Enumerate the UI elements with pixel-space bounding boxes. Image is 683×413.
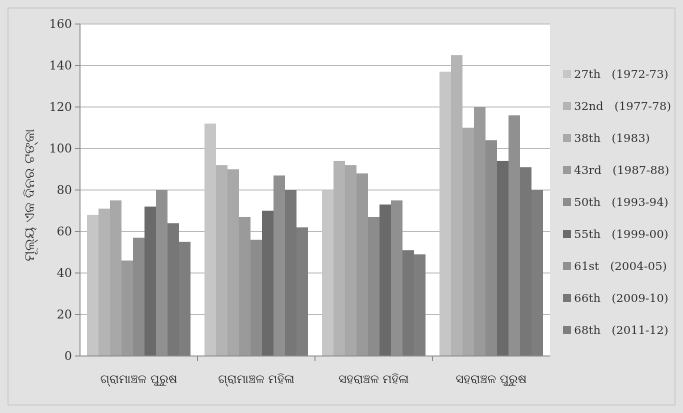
legend-swatch xyxy=(563,326,571,334)
legend-label: 32nd (1977-78) xyxy=(574,99,671,113)
bar xyxy=(227,169,239,356)
y-tick-label: 120 xyxy=(49,100,72,114)
bar xyxy=(133,237,145,356)
bar xyxy=(345,165,357,356)
y-tick-label: 60 xyxy=(57,225,72,239)
bar xyxy=(439,71,451,356)
bar xyxy=(451,55,463,356)
y-axis-title: ମୂଲ୍ୟ ଏକ ଦିନର ଟଙ୍କା xyxy=(22,129,39,261)
bar xyxy=(110,200,122,356)
bar xyxy=(462,127,474,356)
bar xyxy=(379,204,391,356)
legend-swatch xyxy=(563,294,571,302)
legend-swatch xyxy=(563,134,571,142)
bar xyxy=(156,190,168,356)
bar xyxy=(485,140,497,356)
bar xyxy=(531,190,543,356)
legend-swatch xyxy=(563,70,571,78)
legend-label: 68th (2011-12) xyxy=(574,323,668,337)
legend-swatch xyxy=(563,198,571,206)
x-tick-label: ଗ୍ରାମାଞ୍ଚଳ ପୁରୁଷ xyxy=(100,372,177,387)
bar xyxy=(414,254,426,356)
bar xyxy=(273,175,285,356)
bar xyxy=(216,165,228,356)
bar xyxy=(520,167,532,356)
y-tick-label: 0 xyxy=(64,349,72,363)
bar xyxy=(250,239,262,356)
legend-label: 27th (1972-73) xyxy=(574,67,668,81)
bar xyxy=(285,190,297,356)
bar xyxy=(204,123,216,356)
bars xyxy=(87,55,543,356)
bar xyxy=(179,241,191,356)
x-tick-label: ସହରାଞ୍ଚଳ ପୁରୁଷ xyxy=(456,372,527,387)
bar xyxy=(402,250,414,356)
y-tick-label: 100 xyxy=(49,142,72,156)
legend-label: 66th (2009-10) xyxy=(574,291,668,305)
bar xyxy=(262,210,274,356)
legend-label: 61st (2004-05) xyxy=(574,259,667,273)
legend-label: 43rd (1987-88) xyxy=(574,163,669,177)
y-tick-label: 40 xyxy=(57,266,72,280)
bar xyxy=(333,160,345,356)
bar xyxy=(87,214,99,356)
bar xyxy=(98,208,110,356)
bar xyxy=(239,216,251,356)
bar xyxy=(167,223,179,356)
x-tick-labels: ଗ୍ରାମାଞ୍ଚଳ ପୁରୁଷ ଗ୍ରାମାଞ୍ଚଳ ମହିଳା ସହରାଞ୍ଚଳ… xyxy=(100,356,527,387)
x-tick-label: ଗ୍ରାମାଞ୍ଚଳ ମହିଳା xyxy=(218,372,294,386)
bar xyxy=(144,206,156,356)
legend-swatch xyxy=(563,262,571,270)
legend-swatch xyxy=(563,102,571,110)
legend-label: 55th (1999-00) xyxy=(574,227,668,241)
bar xyxy=(497,160,509,356)
bar xyxy=(121,260,133,356)
x-tick-label: ସହରାଞ୍ଚଳ ମହିଳା xyxy=(339,372,409,386)
y-tick-label: 80 xyxy=(57,183,72,197)
legend-swatch xyxy=(563,230,571,238)
y-tick-label: 20 xyxy=(57,308,72,322)
bar xyxy=(322,190,334,356)
y-tick-labels: 0 20 40 60 80 100 120 140 160 xyxy=(49,17,80,363)
bar xyxy=(368,216,380,356)
bar xyxy=(296,227,308,356)
y-tick-label: 140 xyxy=(49,59,72,73)
legend-swatch xyxy=(563,166,571,174)
legend: 27th (1972-73) 32nd (1977-78) 38th (1983) 4… xyxy=(563,67,671,337)
bar xyxy=(474,107,486,356)
bar xyxy=(356,173,368,356)
legend-label: 38th (1983) xyxy=(574,131,650,145)
legend-label: 50th (1993-94) xyxy=(574,195,668,209)
bar xyxy=(391,200,403,356)
bar xyxy=(508,115,520,356)
y-tick-label: 160 xyxy=(49,17,72,31)
